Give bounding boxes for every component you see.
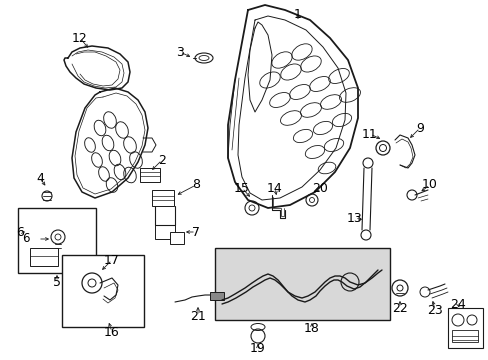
Text: 8: 8 <box>192 179 200 192</box>
Text: 22: 22 <box>391 302 407 315</box>
Text: 12: 12 <box>72 31 88 45</box>
Text: 19: 19 <box>250 342 265 355</box>
Text: 11: 11 <box>362 127 377 140</box>
Bar <box>215 248 389 320</box>
Text: 21: 21 <box>190 310 205 323</box>
Bar <box>447 308 482 348</box>
Bar <box>140 168 160 182</box>
Bar <box>451 330 477 342</box>
Text: 23: 23 <box>426 303 442 316</box>
Text: 9: 9 <box>415 122 423 135</box>
Bar <box>18 208 96 273</box>
Bar <box>62 255 143 327</box>
Text: 18: 18 <box>304 321 319 334</box>
Bar <box>155 225 175 239</box>
Text: 2: 2 <box>158 153 165 166</box>
Bar <box>30 248 58 266</box>
Bar <box>209 292 224 300</box>
Bar <box>170 232 183 244</box>
Text: 20: 20 <box>311 181 327 194</box>
Text: 13: 13 <box>346 211 362 225</box>
Text: 5: 5 <box>53 275 61 288</box>
Text: 4: 4 <box>36 171 44 184</box>
Text: 7: 7 <box>192 225 200 238</box>
Text: 15: 15 <box>234 181 249 194</box>
Text: 6: 6 <box>22 233 30 246</box>
Bar <box>152 190 174 206</box>
Text: 10: 10 <box>421 179 437 192</box>
Text: 6: 6 <box>16 225 24 238</box>
Text: 14: 14 <box>266 181 282 194</box>
Text: 1: 1 <box>293 8 301 21</box>
Text: 3: 3 <box>176 45 183 58</box>
Text: 16: 16 <box>104 325 120 338</box>
Text: 24: 24 <box>449 297 465 310</box>
Text: 17: 17 <box>104 253 120 266</box>
